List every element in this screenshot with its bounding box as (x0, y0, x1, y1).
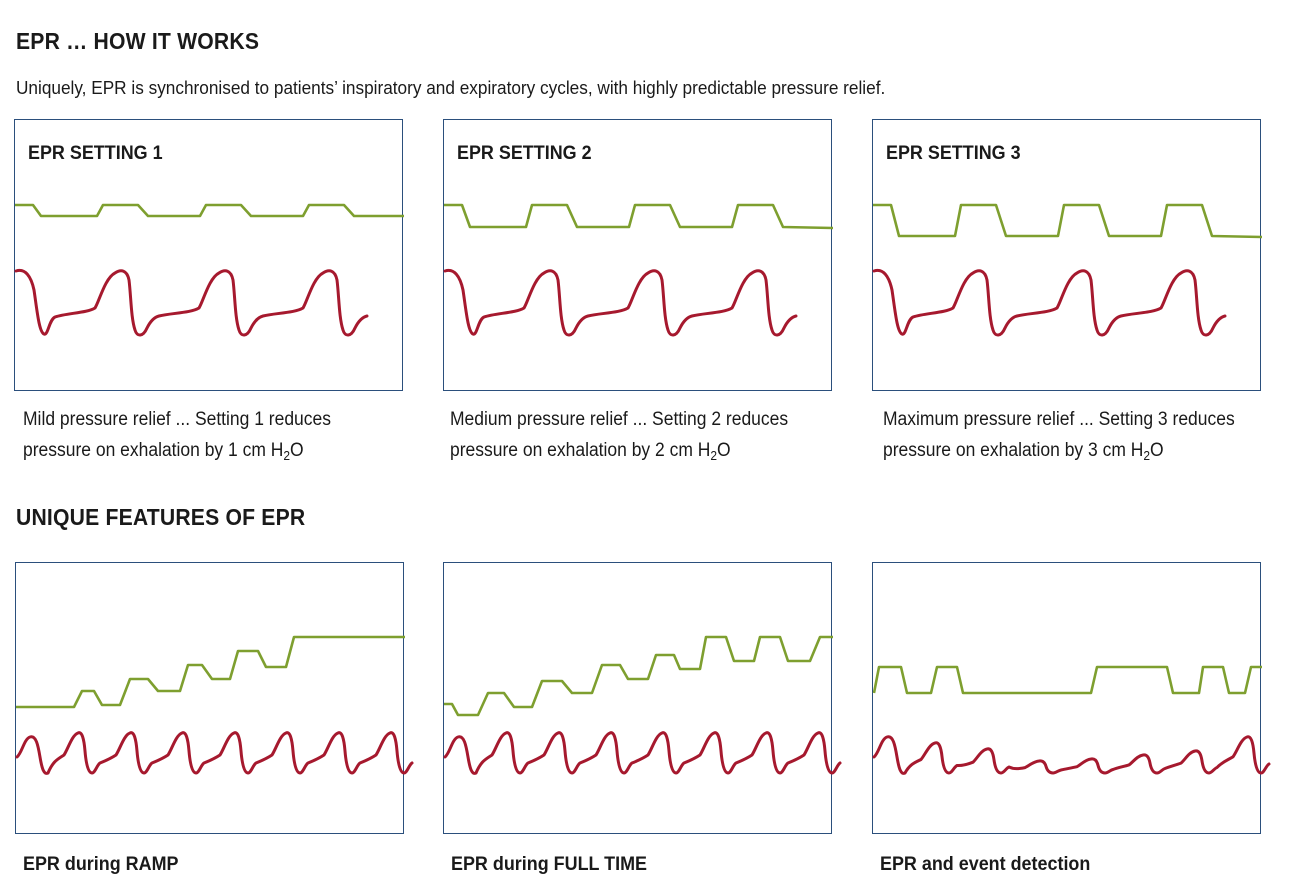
feature-ramp-panel (15, 562, 414, 834)
event-flow-trace (872, 735, 1271, 775)
setting-3-pressure-trace (873, 203, 1263, 239)
feature-full-time-panel (443, 562, 842, 834)
setting-2-caption: Medium pressure relief ... Setting 2 red… (450, 409, 789, 463)
setting-2-flow-trace (443, 268, 798, 337)
setting-1-flow-trace (14, 268, 369, 337)
feature-event-panel (872, 562, 1271, 834)
setting-2-panel: EPR SETTING 2 (443, 119, 834, 391)
feature-ramp-waveform (15, 635, 414, 775)
setting-3-waveform (872, 203, 1263, 337)
feature-full-time-label: EPR during FULL TIME (451, 853, 648, 875)
setting-3-flow-trace (872, 268, 1227, 337)
full-time-pressure-trace (444, 635, 833, 717)
intro-text: Uniquely, EPR is synchronised to patient… (16, 77, 886, 98)
setting-1-pressure-trace (15, 203, 404, 218)
setting-1-waveform (14, 203, 404, 337)
section-title-unique-features: UNIQUE FEATURES OF EPR (16, 504, 306, 530)
setting-2-title: EPR SETTING 2 (457, 142, 592, 164)
setting-2-pressure-trace (444, 203, 834, 230)
full-time-flow-trace (443, 731, 842, 775)
setting-1-caption: Mild pressure relief ... Setting 1 reduc… (23, 409, 331, 463)
ramp-flow-trace (15, 731, 414, 775)
setting-2-waveform (443, 203, 834, 337)
section-title-how-it-works: EPR … HOW IT WORKS (16, 28, 260, 54)
setting-1-title: EPR SETTING 1 (28, 142, 163, 164)
setting-3-panel: EPR SETTING 3 (872, 119, 1263, 391)
event-pressure-trace (872, 665, 1262, 695)
feature-full-time-waveform (443, 635, 842, 775)
setting-3-title: EPR SETTING 3 (886, 142, 1021, 164)
setting-1-panel: EPR SETTING 1 (14, 119, 404, 391)
feature-ramp-label: EPR during RAMP (23, 853, 179, 875)
ramp-pressure-trace (16, 635, 405, 709)
feature-event-label: EPR and event detection (880, 853, 1091, 875)
feature-event-waveform (872, 665, 1271, 775)
setting-3-caption: Maximum pressure relief ... Setting 3 re… (883, 409, 1235, 463)
